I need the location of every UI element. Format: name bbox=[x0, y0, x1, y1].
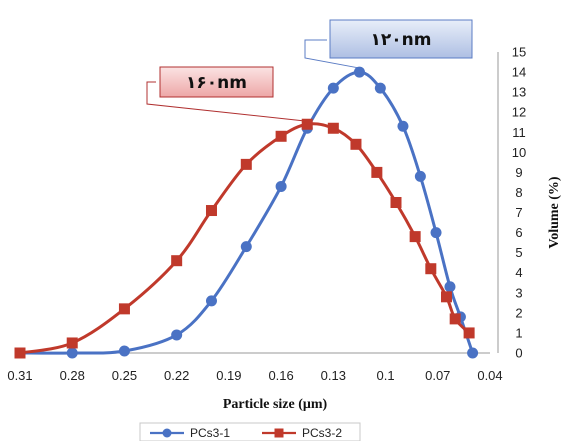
x-tick-label: 0.04 bbox=[477, 368, 502, 383]
y-tick-label: 6 bbox=[515, 225, 522, 240]
x-tick-labels: 0.31 0.28 0.25 0.22 0.19 0.16 0.13 0.1 0.07 0.04 bbox=[7, 368, 502, 383]
legend-pcs3-1-label: PCs3-1 bbox=[190, 426, 230, 440]
data-point bbox=[171, 255, 183, 267]
y-tick-label: 9 bbox=[515, 165, 522, 180]
y-tick-label: 14 bbox=[512, 65, 526, 80]
callout-pcs3-2: ۱۶۰nm bbox=[146, 66, 308, 122]
data-point bbox=[440, 291, 452, 303]
data-point bbox=[350, 138, 362, 150]
data-point bbox=[414, 170, 426, 182]
data-point bbox=[240, 158, 252, 170]
callout-pcs3-1: ۱۲۰nm bbox=[304, 19, 473, 69]
callout-pcs3-1-leader bbox=[304, 39, 360, 69]
legend-item-pcs3-2: PCs3-2 bbox=[262, 426, 342, 440]
data-point bbox=[390, 197, 402, 208]
x-tick-label: 0.07 bbox=[425, 368, 450, 383]
y-tick-label: 7 bbox=[515, 205, 522, 220]
y-tick-label: 1 bbox=[515, 325, 522, 340]
data-point bbox=[409, 231, 421, 243]
data-point bbox=[327, 82, 339, 94]
x-tick-label: 0.1 bbox=[377, 368, 395, 383]
data-point bbox=[353, 66, 365, 78]
data-point bbox=[118, 303, 130, 315]
x-tick-label: 0.13 bbox=[321, 368, 346, 383]
y-tick-label: 4 bbox=[515, 265, 522, 280]
x-tick-label: 0.22 bbox=[164, 368, 189, 383]
legend-item-pcs3-1: PCs3-1 bbox=[150, 426, 230, 440]
data-point bbox=[275, 180, 287, 192]
x-tick-label: 0.28 bbox=[60, 368, 85, 383]
data-point bbox=[449, 313, 461, 325]
data-point bbox=[275, 130, 287, 142]
legend: PCs3-1 PCs3-2 bbox=[139, 422, 361, 441]
data-point bbox=[205, 205, 217, 217]
y-tick-label: 13 bbox=[512, 85, 526, 100]
callout-pcs3-1-text: ۱۲۰nm bbox=[371, 30, 432, 50]
legend-frame bbox=[139, 422, 361, 441]
data-point bbox=[66, 347, 78, 359]
x-tick-label: 0.25 bbox=[112, 368, 137, 383]
callouts: ۱۲۰nm ۱۶۰nm bbox=[146, 19, 473, 122]
y-tick-label: 3 bbox=[515, 285, 522, 300]
data-point bbox=[430, 227, 442, 239]
data-point bbox=[301, 118, 313, 130]
data-point bbox=[425, 263, 437, 275]
data-point bbox=[374, 82, 386, 94]
legend-pcs3-1-marker bbox=[162, 428, 172, 438]
series-line-pcs3-2 bbox=[19, 122, 471, 355]
data-point bbox=[444, 281, 456, 293]
data-point bbox=[205, 295, 217, 307]
data-point bbox=[14, 347, 26, 359]
callout-pcs3-1-box bbox=[329, 19, 473, 59]
series-pcs3-1 bbox=[14, 66, 479, 359]
data-point bbox=[327, 122, 339, 134]
data-point bbox=[371, 166, 383, 178]
y-axis-title: Volume (%) bbox=[547, 176, 562, 249]
callout-pcs3-2-box bbox=[159, 66, 274, 98]
data-point bbox=[66, 337, 78, 349]
legend-pcs3-2-marker bbox=[274, 428, 284, 438]
data-point bbox=[463, 327, 475, 339]
data-point bbox=[171, 329, 183, 341]
x-tick-label: 0.31 bbox=[7, 368, 32, 383]
data-point bbox=[397, 120, 409, 132]
legend-pcs3-2-label: PCs3-2 bbox=[302, 426, 342, 440]
data-point bbox=[240, 241, 252, 253]
y-tick-label: 0 bbox=[515, 346, 522, 361]
y-tick-label: 11 bbox=[512, 125, 526, 140]
callout-pcs3-2-leader bbox=[146, 81, 308, 122]
data-point bbox=[118, 345, 130, 357]
data-point bbox=[467, 347, 479, 359]
series-layer bbox=[14, 66, 479, 359]
y-tick-label: 15 bbox=[512, 45, 526, 60]
y-tick-label: 12 bbox=[512, 105, 526, 120]
x-tick-label: 0.16 bbox=[268, 368, 293, 383]
callout-pcs3-2-text: ۱۶۰nm bbox=[186, 73, 247, 93]
y-tick-label: 10 bbox=[512, 145, 526, 160]
x-tick-label: 0.19 bbox=[216, 368, 241, 383]
y-tick-label: 2 bbox=[515, 305, 522, 320]
x-axis-title: Particle size (μm) bbox=[223, 397, 328, 412]
y-tick-label: 8 bbox=[515, 185, 522, 200]
y-tick-label: 5 bbox=[515, 245, 522, 260]
series-pcs3-2 bbox=[14, 118, 475, 359]
